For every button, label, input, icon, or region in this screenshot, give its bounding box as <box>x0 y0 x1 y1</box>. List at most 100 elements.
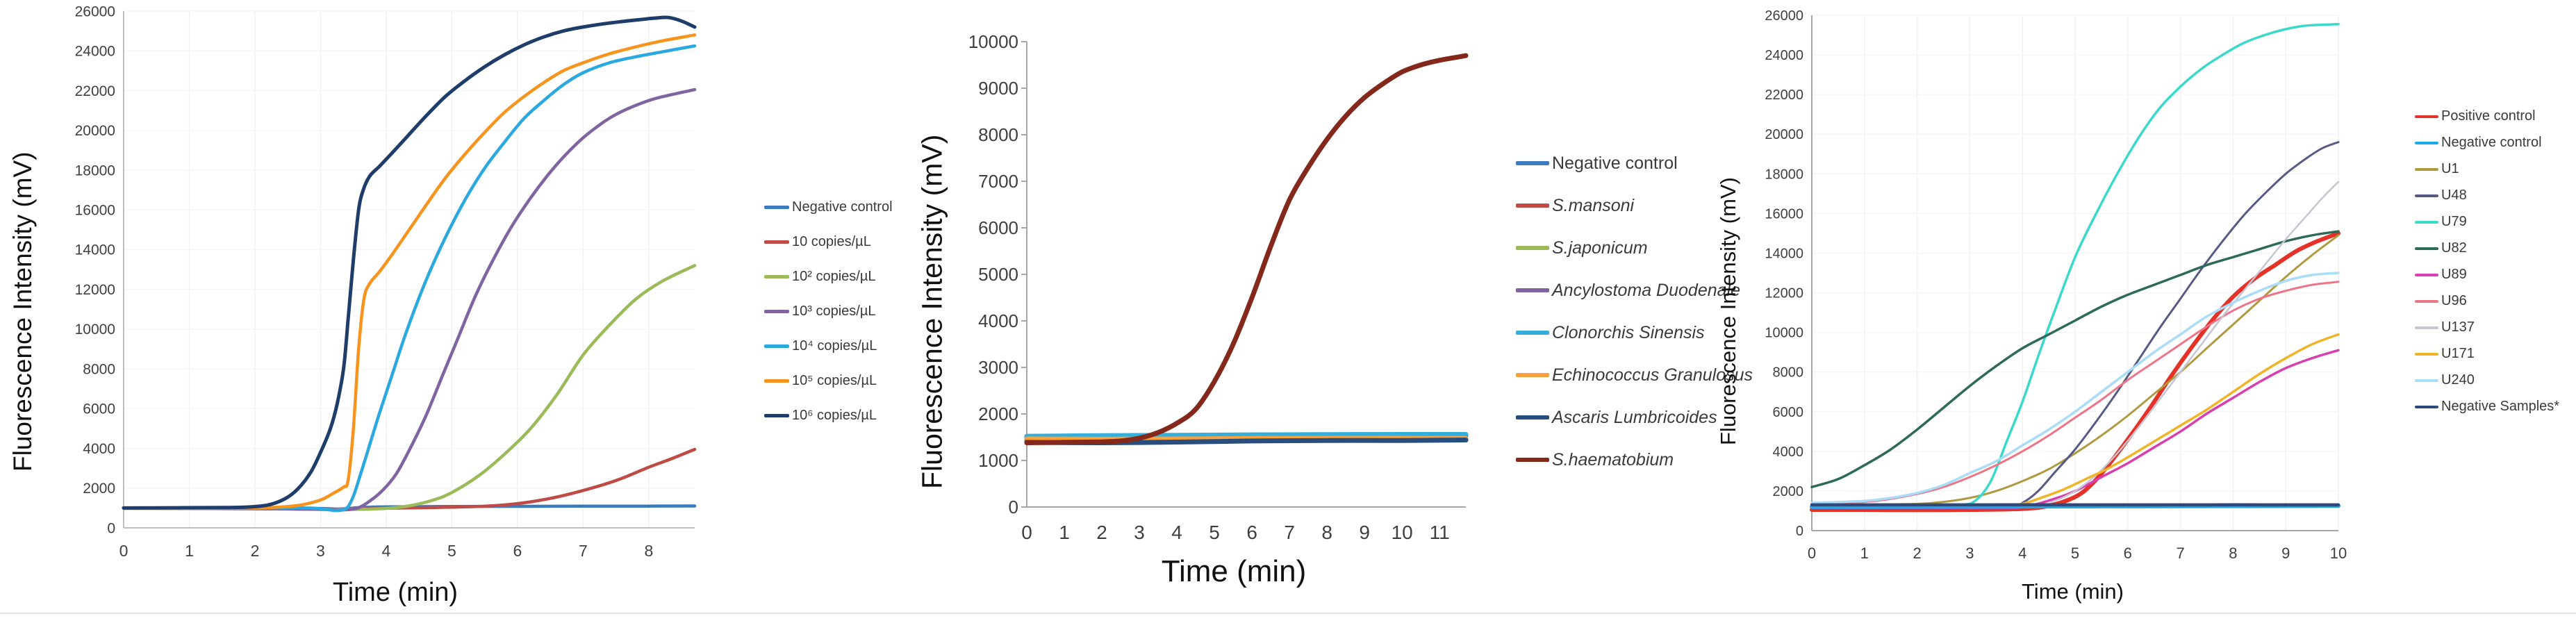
series-u79 <box>1810 23 2340 507</box>
legend-label: Echinococcus Granulosus <box>1552 365 1753 385</box>
series-10-copies-l <box>122 15 697 510</box>
y-tick-label: 4000 <box>83 441 115 457</box>
legend-item: S.mansoni <box>1516 196 1753 216</box>
y-tick-label: 10000 <box>75 322 115 338</box>
legend-label: Negative Samples* <box>2441 399 2560 414</box>
series-10-copies-l <box>122 447 697 511</box>
legend-swatch <box>764 379 789 383</box>
legend-label: U96 <box>2441 293 2467 308</box>
legend-label: 10 copies/µL <box>792 234 871 249</box>
y-tick-label: 12000 <box>75 282 115 298</box>
legend-swatch <box>1516 458 1549 462</box>
legend-swatch <box>764 414 789 417</box>
legend-label: U82 <box>2441 240 2467 256</box>
series-s-haematobium <box>1024 53 1469 446</box>
legend-swatch <box>2415 141 2438 144</box>
x-tick-label: 4 <box>2018 545 2026 562</box>
legend-label: U89 <box>2441 267 2467 282</box>
legend-swatch <box>2415 379 2438 382</box>
x-tick-label: 1 <box>1059 522 1070 543</box>
legend-swatch <box>2415 247 2438 250</box>
legend-swatch <box>2415 352 2438 356</box>
legend-item: 10⁴ copies/µL <box>764 338 907 354</box>
y-tick-label: 0 <box>1009 497 1018 517</box>
x-tick-label: 9 <box>2281 545 2290 562</box>
x-tick-label: 6 <box>513 542 522 560</box>
legend-label: S.japonicum <box>1552 238 1648 258</box>
y-tick-label: 2000 <box>978 404 1018 424</box>
series-u82 <box>1810 230 2340 488</box>
legend-label: Ancylostoma Duodenale <box>1552 280 1740 300</box>
legend-label: Ascaris Lumbricoides <box>1552 407 1717 427</box>
y-tick-label: 2000 <box>1773 484 1804 499</box>
y-tick-label: 20000 <box>1765 127 1803 142</box>
series-10-copies-l <box>122 264 697 511</box>
x-tick-label: 1 <box>1860 545 1869 562</box>
legend-item: U79 <box>2415 214 2576 230</box>
legend-item: U48 <box>2415 188 2576 203</box>
x-tick-label: 3 <box>316 542 325 560</box>
legend-item: S.japonicum <box>1516 238 1753 258</box>
y-tick-label: 8000 <box>978 124 1018 145</box>
x-tick-label: 5 <box>1209 522 1220 543</box>
x-tick-label: 0 <box>1808 545 1816 562</box>
y-tick-label: 1000 <box>978 450 1018 471</box>
x-tick-label: 8 <box>644 542 653 560</box>
x-tick-label: 8 <box>2229 545 2237 562</box>
legend-label: 10² copies/µL <box>792 269 876 284</box>
x-tick-label: 2 <box>251 542 260 560</box>
series-10-copies-l <box>122 44 697 513</box>
legend-item: Negative control <box>2415 135 2576 151</box>
legend-item: U82 <box>2415 240 2576 256</box>
legend-item: 10⁵ copies/µL <box>764 373 907 389</box>
x-tick-label: 4 <box>1171 522 1182 543</box>
chart-3-plot: 0200040006000800010000120001400016000180… <box>1765 8 2347 562</box>
legend-swatch <box>2415 405 2438 408</box>
x-tick-label: 10 <box>2330 545 2347 562</box>
y-axis-label: Fluorescence Intensity (mV) <box>916 134 948 489</box>
y-tick-label: 22000 <box>1765 88 1803 103</box>
y-tick-label: 20000 <box>75 123 115 139</box>
chart-panel-3: Fluorescence Intensity (mV) 0 2000 4000 600… <box>1708 0 2576 623</box>
series-10-copies-l <box>122 88 697 512</box>
legend-item: U96 <box>2415 293 2576 309</box>
legend-label: Negative control <box>1552 153 1678 173</box>
legend-item: 10³ copies/µL <box>764 304 907 319</box>
legend-swatch <box>764 344 789 348</box>
x-tick-label: 2 <box>1096 522 1107 543</box>
x-axis-label: Time (min) <box>1161 554 1307 588</box>
legend-item: 10² copies/µL <box>764 269 907 285</box>
x-tick-label: 9 <box>1359 522 1370 543</box>
legend-label: 10⁶ copies/µL <box>792 408 877 423</box>
legend-item: Echinococcus Granulosus <box>1516 365 1753 385</box>
legend-label: Negative control <box>792 199 893 215</box>
series-clonorchis-sinensis <box>1024 431 1469 439</box>
y-tick-label: 3000 <box>978 357 1018 378</box>
legend-swatch <box>2415 115 2438 118</box>
y-tick-label: 4000 <box>1773 445 1804 460</box>
legend-swatch <box>2415 220 2438 224</box>
legend-label: Positive control <box>2441 108 2536 124</box>
x-tick-label: 3 <box>1965 545 1974 562</box>
legend-item: Clonorchis Sinensis <box>1516 323 1753 343</box>
x-axis-label: Time (min) <box>2022 579 2124 604</box>
plot-column: 0 2000 4000 6000 8000 10000 12000 14000 16000 180… <box>46 0 706 623</box>
y-tick-label: 6000 <box>1773 405 1804 420</box>
legend-swatch <box>2415 194 2438 197</box>
x-tick-label: 5 <box>447 542 456 560</box>
plot-column: 0 2000 4000 6000 8000 10000 12000 14000 16000 180… <box>1749 0 2365 623</box>
legend-swatch <box>764 310 789 313</box>
y-tick-label: 18000 <box>1765 167 1803 182</box>
legend-item: U240 <box>2415 372 2576 388</box>
x-tick-label: 2 <box>1913 545 1921 562</box>
y-tick-label: 9000 <box>978 78 1018 99</box>
legend-item: 10 copies/µL <box>764 234 907 250</box>
chart-1-legend: Negative control 10 copies/µL 10² copies/µ… <box>706 0 907 623</box>
y-tick-label: 14000 <box>1765 246 1803 261</box>
series-positive-control <box>1810 231 2340 513</box>
x-tick-label: 0 <box>1021 522 1032 543</box>
legend-item: U89 <box>2415 267 2576 283</box>
y-tick-label: 26000 <box>75 3 115 19</box>
y-tick-label: 0 <box>107 520 115 536</box>
